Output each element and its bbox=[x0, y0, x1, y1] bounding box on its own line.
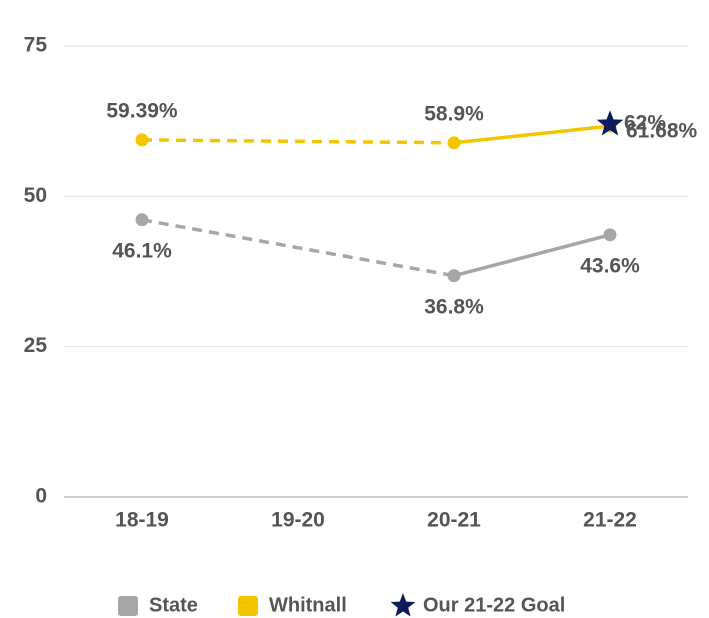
data-label: 59.39% bbox=[106, 99, 178, 122]
x-tick-label: 19-20 bbox=[271, 509, 325, 532]
point bbox=[135, 133, 149, 147]
gap-bridge bbox=[141, 138, 455, 145]
legend-swatch bbox=[118, 596, 138, 616]
y-tick-label: 25 bbox=[24, 334, 48, 357]
point bbox=[135, 213, 149, 227]
data-label: 61.68% bbox=[626, 120, 698, 143]
data-label: 62% bbox=[624, 112, 666, 135]
data-label: 43.6% bbox=[580, 254, 640, 277]
data-label: 36.8% bbox=[424, 295, 484, 318]
legend-label: Our 21-22 Goal bbox=[423, 594, 565, 616]
y-tick-label: 50 bbox=[24, 184, 47, 207]
gap-bridge bbox=[141, 218, 455, 278]
point bbox=[603, 228, 617, 242]
point bbox=[447, 136, 461, 150]
goal-star bbox=[596, 110, 624, 136]
data-label: 46.1% bbox=[112, 239, 172, 262]
legend-star bbox=[390, 593, 416, 617]
series-line bbox=[453, 124, 611, 145]
x-tick-label: 18-19 bbox=[115, 509, 169, 532]
x-tick-label: 21-22 bbox=[583, 509, 637, 532]
legend-swatch bbox=[238, 596, 258, 616]
legend-label: State bbox=[149, 594, 198, 616]
y-tick-label: 75 bbox=[24, 34, 48, 57]
y-tick-label: 0 bbox=[35, 485, 47, 508]
series-line bbox=[453, 233, 611, 278]
x-tick-label: 20-21 bbox=[427, 509, 481, 532]
data-label: 58.9% bbox=[424, 102, 484, 125]
point bbox=[447, 269, 461, 283]
legend-label: Whitnall bbox=[269, 594, 347, 616]
